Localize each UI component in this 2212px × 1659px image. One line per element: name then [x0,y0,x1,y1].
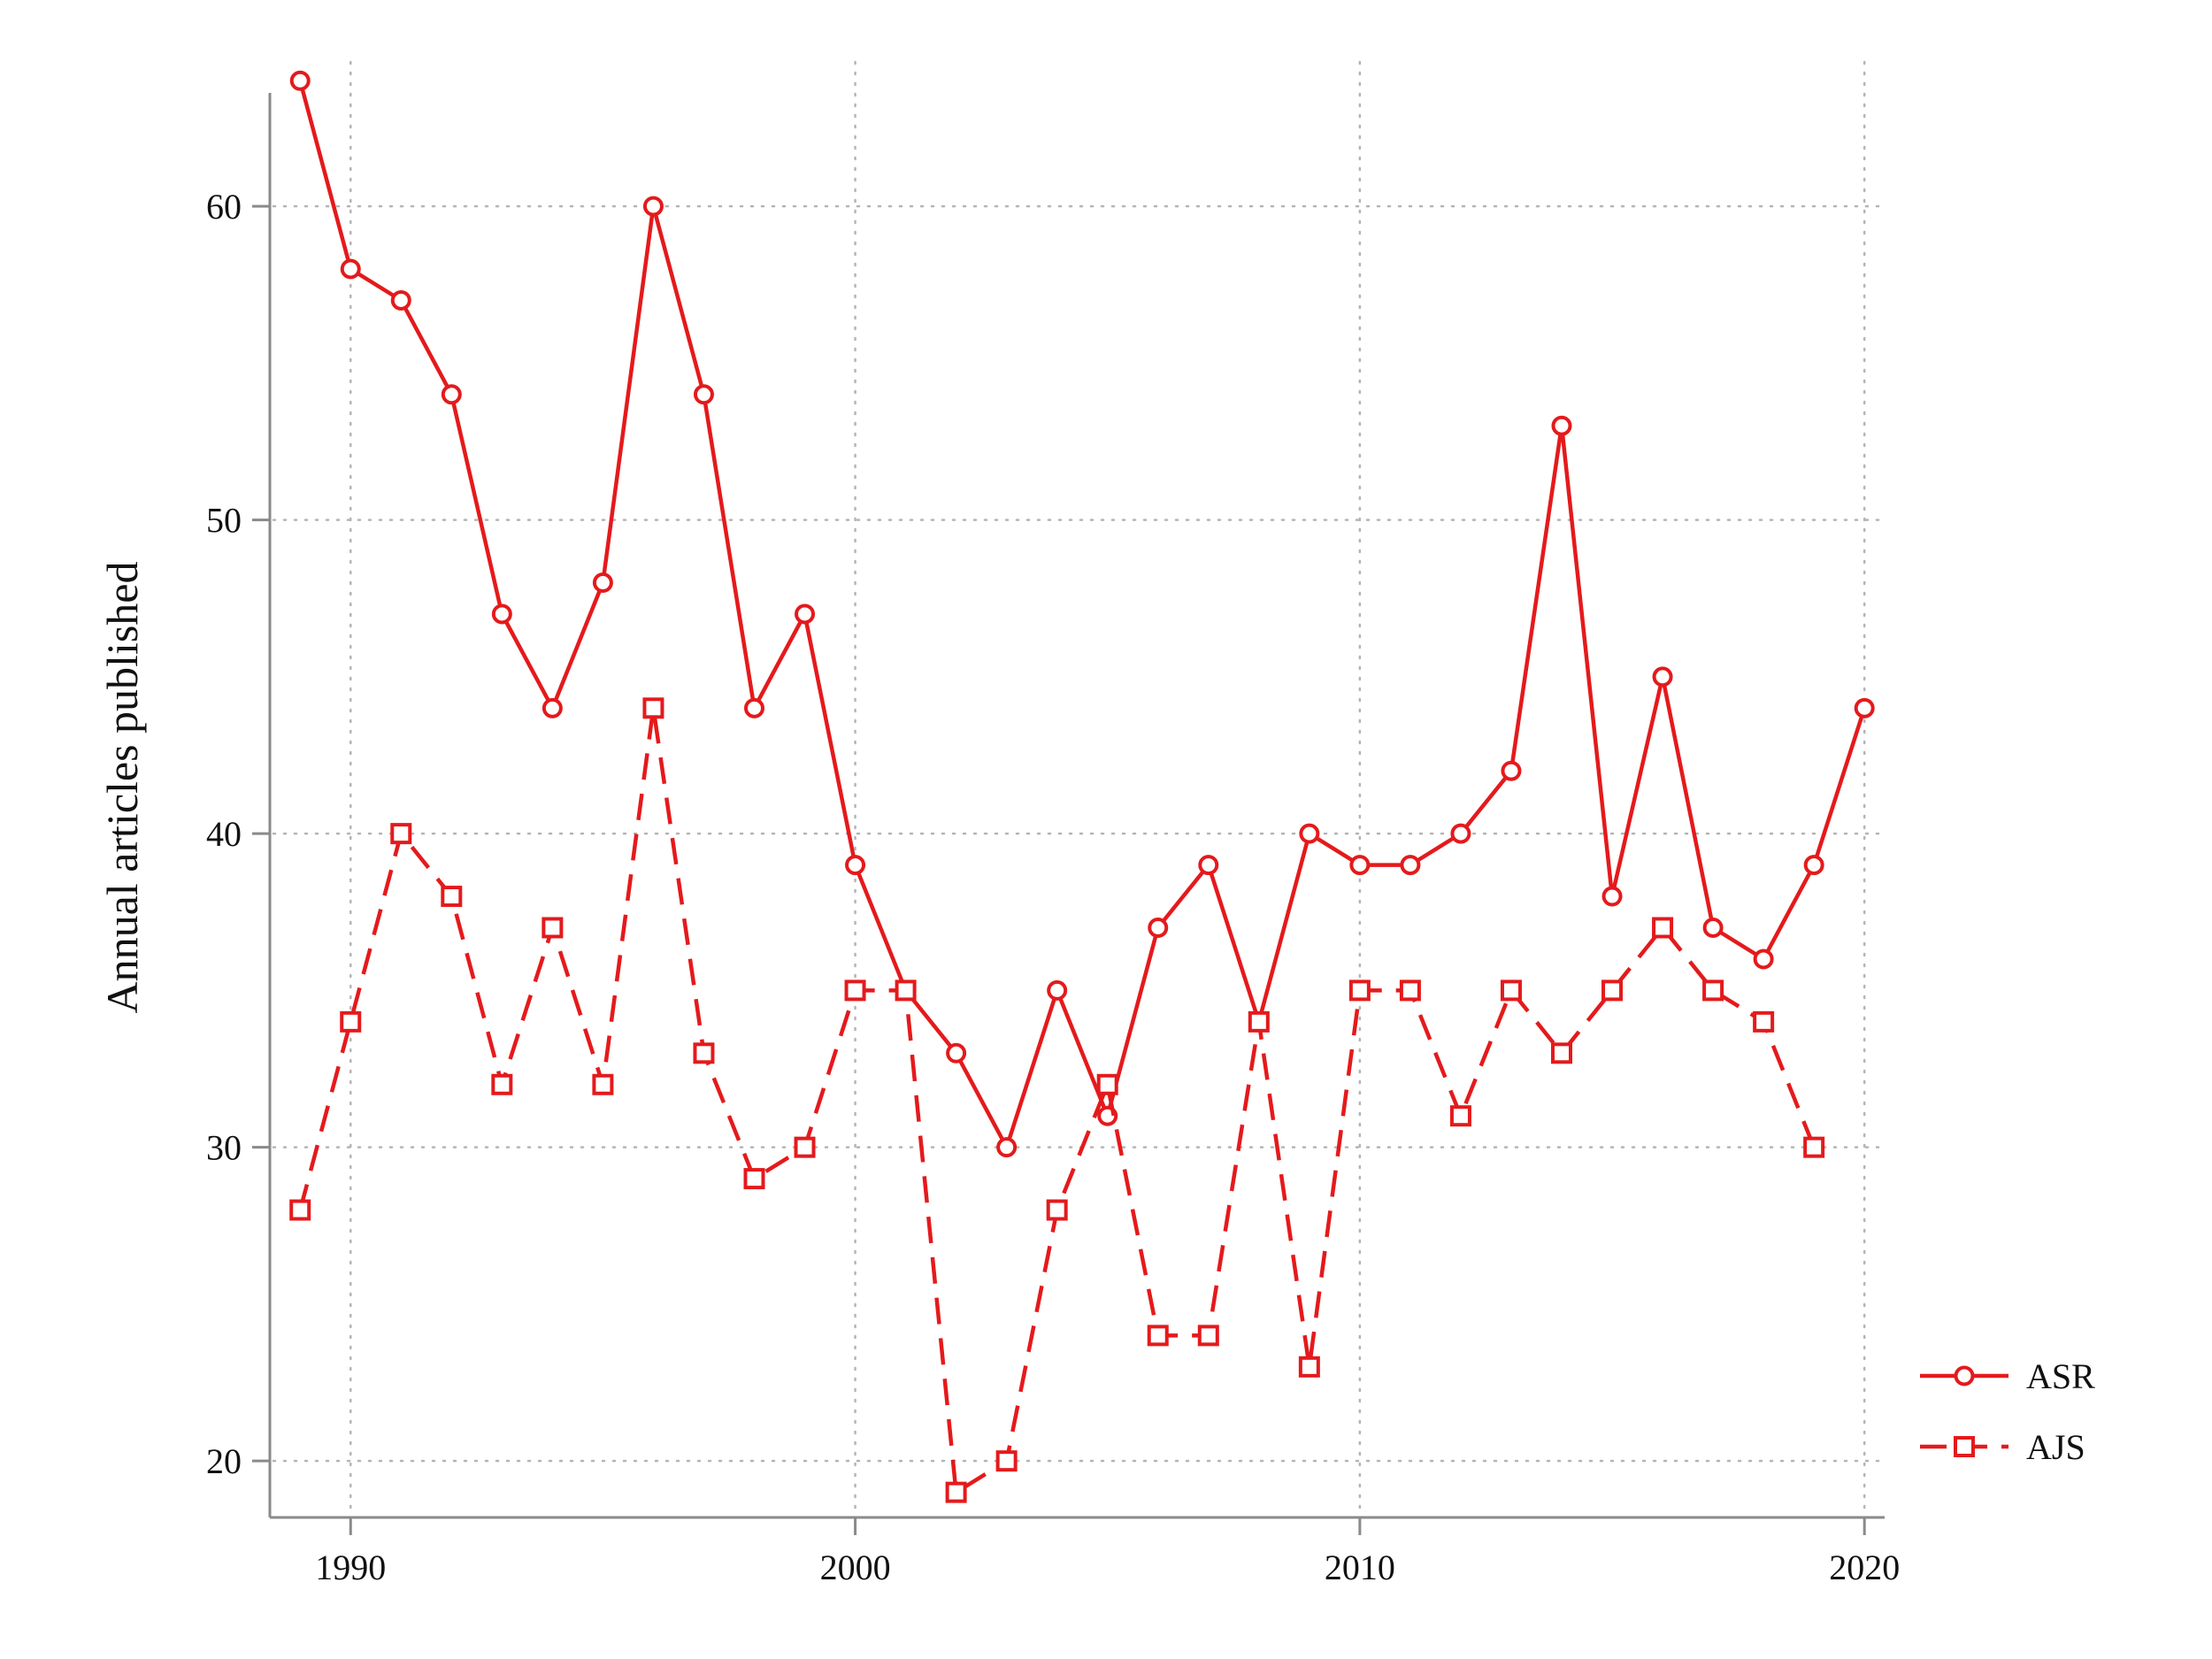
x-tick-label-2010: 2010 [1325,1548,1395,1587]
point-asr-2009 [1299,823,1320,844]
point-asr-2020 [1854,697,1875,718]
point-ajs-1993 [491,1073,513,1095]
point-ajs-1998 [743,1168,765,1190]
legend-label-ajs: AJS [2026,1427,2085,1467]
point-asr-1991 [390,289,411,311]
point-ajs-1999 [794,1136,816,1158]
x-tick-label-2000: 2000 [820,1548,891,1587]
point-ajs-2010 [1348,979,1371,1002]
series-ajs [289,697,1825,1503]
point-asr-1998 [744,697,764,718]
point-asr-2011 [1400,855,1421,876]
y-tick-label-30: 30 [206,1128,242,1168]
point-asr-2013 [1501,760,1522,781]
axes [268,93,1885,1519]
legend-item-ajs: AJS [1920,1427,2085,1467]
point-asr-2018 [1753,949,1774,970]
point-ajs-2019 [1803,1136,1825,1158]
point-asr-2019 [1803,855,1824,876]
point-ajs-2008 [1248,1010,1270,1033]
point-ajs-2012 [1449,1105,1471,1127]
legend-label-asr: ASR [2026,1356,2095,1396]
series-asr [289,70,1875,1158]
legend-marker-asr [1954,1365,1975,1386]
point-asr-1999 [795,603,816,625]
y-tick-label-50: 50 [206,501,242,541]
point-asr-1996 [642,196,664,217]
point-asr-2012 [1450,823,1471,844]
point-ajs-2001 [895,979,917,1002]
point-asr-1995 [592,572,613,594]
point-asr-2003 [996,1137,1018,1158]
point-ajs-2003 [995,1450,1018,1472]
point-ajs-2011 [1399,979,1421,1002]
point-asr-2004 [1047,979,1068,1001]
point-asr-1994 [541,697,563,718]
legend: ASR AJS [1920,1356,2095,1467]
point-asr-2010 [1349,855,1371,876]
point-asr-1989 [289,70,311,91]
point-asr-2006 [1148,917,1169,938]
point-asr-2017 [1702,917,1724,938]
y-tick-label-60: 60 [206,187,242,227]
point-ajs-1995 [592,1073,614,1095]
point-asr-2016 [1652,666,1673,687]
point-asr-2002 [946,1042,967,1064]
point-asr-2015 [1601,886,1623,907]
point-ajs-1990 [340,1010,362,1033]
point-ajs-1989 [289,1199,311,1221]
point-ajs-2015 [1601,979,1624,1002]
legend-item-asr: ASR [1920,1356,2095,1396]
y-axis-title: Annual articles published [97,562,147,1014]
legend-marker-ajs [1954,1436,1975,1457]
y-tick-label-20: 20 [206,1441,242,1481]
point-ajs-2005 [1096,1073,1118,1095]
series-line-asr [298,80,1867,1149]
point-ajs-1992 [441,886,463,908]
point-ajs-1991 [390,823,412,845]
point-ajs-2002 [945,1481,967,1503]
point-asr-2007 [1198,855,1219,876]
x-tick-label-1990: 1990 [315,1548,386,1587]
point-asr-1993 [491,603,512,625]
point-ajs-1996 [642,697,664,719]
point-ajs-2009 [1298,1356,1320,1378]
point-ajs-2017 [1702,979,1724,1002]
point-ajs-1994 [541,917,564,939]
point-ajs-2018 [1753,1010,1775,1033]
point-ajs-2004 [1046,1199,1068,1221]
point-ajs-2006 [1147,1325,1169,1347]
point-ajs-2000 [844,979,866,1002]
y-tick-label-40: 40 [206,814,242,854]
point-asr-2014 [1551,415,1572,436]
point-asr-1990 [340,258,361,280]
x-tick-label-2020: 2020 [1829,1548,1900,1587]
point-asr-1992 [441,384,462,405]
series [289,70,1875,1503]
point-ajs-2016 [1652,917,1674,939]
point-ajs-2007 [1197,1325,1219,1347]
point-ajs-1997 [693,1042,715,1064]
point-ajs-2013 [1500,979,1522,1002]
gridlines [272,60,1886,1516]
point-asr-1997 [693,384,714,405]
point-ajs-2014 [1551,1042,1572,1064]
point-asr-2000 [845,855,866,876]
